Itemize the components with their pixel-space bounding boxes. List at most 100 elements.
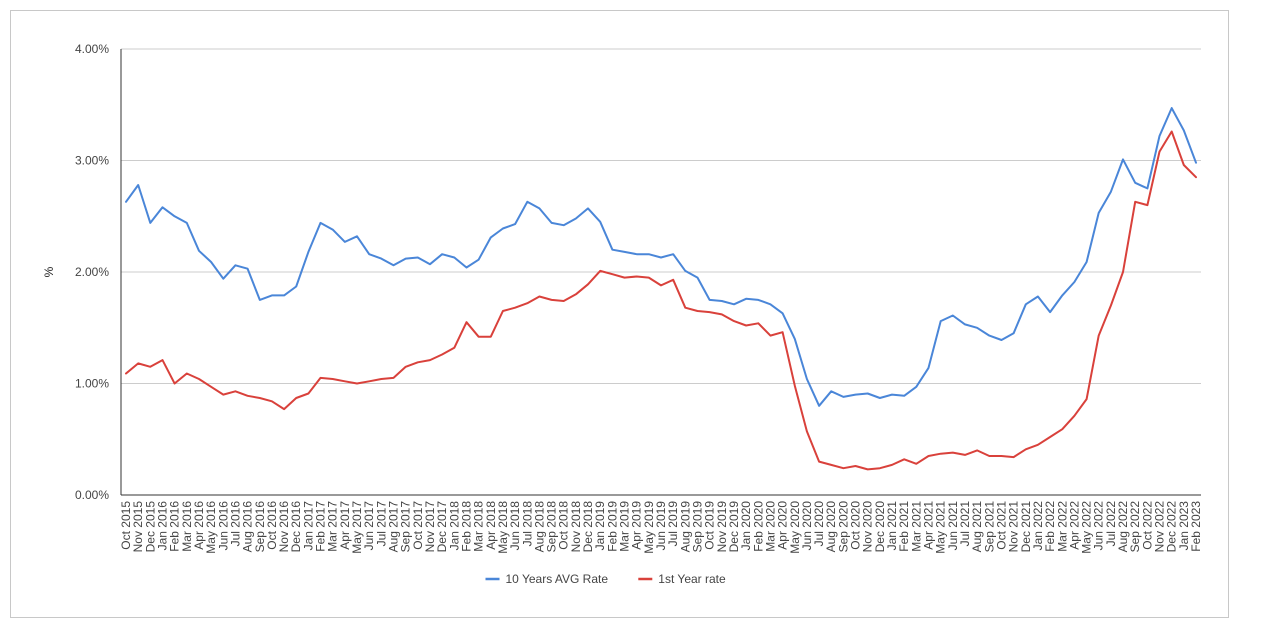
x-tick-label: Dec 2017 [435, 501, 449, 553]
x-tick-label: Apr 2017 [338, 501, 352, 550]
x-tick-label: Sep 2017 [399, 501, 413, 553]
legend-item-ten-year-avg-rate[interactable]: 10 Years AVG Rate [485, 572, 609, 586]
x-tick-label: Apr 2016 [192, 501, 206, 550]
x-tick-label: Jun 2021 [946, 501, 960, 551]
x-tick-label: Jan 2019 [593, 501, 607, 551]
y-tick-label: 4.00% [75, 42, 109, 56]
x-tick-label: Sep 2019 [690, 501, 704, 553]
legend-label: 1st Year rate [658, 572, 726, 586]
x-tick-label: Nov 2019 [715, 501, 729, 553]
x-tick-label: Feb 2022 [1043, 501, 1057, 552]
x-tick-label: Jul 2021 [958, 501, 972, 547]
x-tick-label: Oct 2021 [994, 501, 1008, 550]
x-tick-label: Aug 2016 [241, 501, 255, 553]
x-tick-label: Nov 2015 [131, 501, 145, 553]
x-tick-label: Apr 2019 [630, 501, 644, 550]
x-tick-label: Aug 2020 [824, 501, 838, 553]
x-tick-label: May 2017 [350, 501, 364, 554]
x-tick-label: Mar 2021 [909, 501, 923, 552]
x-tick-label: Jul 2016 [228, 501, 242, 547]
x-tick-label: Jan 2021 [885, 501, 899, 551]
x-tick-label: Sep 2018 [545, 501, 559, 553]
x-tick-label: Nov 2022 [1153, 501, 1167, 553]
x-tick-label: Dec 2015 [143, 501, 157, 553]
x-tick-label: Jun 2017 [362, 501, 376, 551]
x-tick-label: Sep 2020 [836, 501, 850, 553]
x-tick-label: Jan 2020 [739, 501, 753, 551]
x-tick-label: May 2016 [204, 501, 218, 554]
x-tick-label: Dec 2019 [727, 501, 741, 553]
chart-frame: 0.00% 1.00% 2.00% 3.00% 4.00% % Oct 2015 Nov … [10, 10, 1229, 618]
x-tick-label: Aug 2019 [678, 501, 692, 553]
x-tick-label: Oct 2020 [849, 501, 863, 550]
x-tick-label: May 2018 [496, 501, 510, 554]
x-tick-label: Jun 2022 [1092, 501, 1106, 551]
x-tick-label: Feb 2017 [314, 501, 328, 552]
x-tick-label: Oct 2016 [265, 501, 279, 550]
series-line-first-year-rate [125, 130, 1197, 471]
x-tick-label: Oct 2018 [557, 501, 571, 550]
x-tick-label: Jan 2018 [447, 501, 461, 551]
x-tick-label: Aug 2021 [970, 501, 984, 553]
x-tick-label: Nov 2021 [1007, 501, 1021, 553]
x-tick-label: Aug 2022 [1116, 501, 1130, 553]
x-tick-label: Nov 2017 [423, 501, 437, 553]
x-tick-label: Nov 2018 [569, 501, 583, 553]
x-tick-label: Apr 2022 [1067, 501, 1081, 550]
x-tick-label: Apr 2018 [484, 501, 498, 550]
y-axis: 0.00% 1.00% 2.00% 3.00% 4.00% [75, 42, 122, 502]
x-tick-label: Nov 2020 [861, 501, 875, 553]
x-tick-label: May 2021 [934, 501, 948, 554]
x-tick-label: Jan 2023 [1177, 501, 1191, 551]
x-tick-label: Jan 2022 [1031, 501, 1045, 551]
x-tick-label: May 2019 [642, 501, 656, 554]
x-tick-label: Jan 2016 [155, 501, 169, 551]
x-tick-label: Sep 2016 [253, 501, 267, 553]
x-tick-label: Oct 2017 [411, 501, 425, 550]
x-tick-label: Sep 2021 [982, 501, 996, 553]
y-tick-label: 0.00% [75, 488, 109, 502]
x-tick-label: Dec 2016 [289, 501, 303, 553]
x-tick-label: Feb 2021 [897, 501, 911, 552]
x-tick-label: Apr 2020 [776, 501, 790, 550]
x-tick-label: Oct 2019 [703, 501, 717, 550]
x-tick-label: Jun 2018 [508, 501, 522, 551]
x-tick-label: Jun 2019 [654, 501, 668, 551]
x-tick-label: Jul 2019 [666, 501, 680, 547]
x-tick-label: Nov 2016 [277, 501, 291, 553]
y-axis-title: % [42, 266, 56, 277]
x-tick-label: Mar 2018 [472, 501, 486, 552]
y-tick-label: 1.00% [75, 377, 109, 391]
series-line-ten-year-avg-rate [125, 107, 1197, 407]
x-tick-label: Mar 2022 [1055, 501, 1069, 552]
y-tick-label: 3.00% [75, 154, 109, 168]
x-tick-label: Mar 2017 [326, 501, 340, 552]
x-tick-label: Apr 2021 [922, 501, 936, 550]
x-tick-label: Mar 2019 [618, 501, 632, 552]
x-tick-label: Jun 2020 [800, 501, 814, 551]
x-tick-label: Feb 2016 [168, 501, 182, 552]
x-tick-label: Jan 2017 [301, 501, 315, 551]
x-tick-label: Jul 2020 [812, 501, 826, 547]
x-tick-label: Oct 2015 [119, 501, 133, 550]
line-chart: 0.00%1.00%2.00%3.00%4.00% % Oct 2015Nov … [42, 42, 1203, 586]
x-tick-label: Aug 2018 [532, 501, 546, 553]
gridlines [121, 48, 1201, 496]
x-tick-label: Jul 2022 [1104, 501, 1118, 547]
x-tick-label: Dec 2021 [1019, 501, 1033, 553]
x-tick-label: Mar 2016 [180, 501, 194, 552]
x-tick-label: Feb 2018 [459, 501, 473, 552]
x-tick-label: May 2020 [788, 501, 802, 554]
x-tick-label: May 2022 [1080, 501, 1094, 554]
x-tick-label: Jul 2018 [520, 501, 534, 547]
x-tick-label: Feb 2019 [605, 501, 619, 552]
x-tick-label: Aug 2017 [387, 501, 401, 553]
x-tick-label: Jun 2016 [216, 501, 230, 551]
x-tick-label: Sep 2022 [1128, 501, 1142, 553]
x-tick-label: Feb 2020 [751, 501, 765, 552]
x-tick-label: Dec 2018 [581, 501, 595, 553]
x-tick-label: Oct 2022 [1140, 501, 1154, 550]
legend-item-first-year-rate[interactable]: 1st Year rate [638, 572, 726, 586]
legend: 10 Years AVG Rate 1st Year rate [485, 572, 726, 586]
